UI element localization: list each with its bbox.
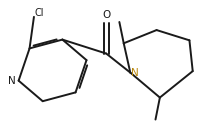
Text: Cl: Cl xyxy=(35,8,44,18)
Text: N: N xyxy=(8,76,16,86)
Text: N: N xyxy=(131,68,139,78)
Text: O: O xyxy=(102,10,110,20)
